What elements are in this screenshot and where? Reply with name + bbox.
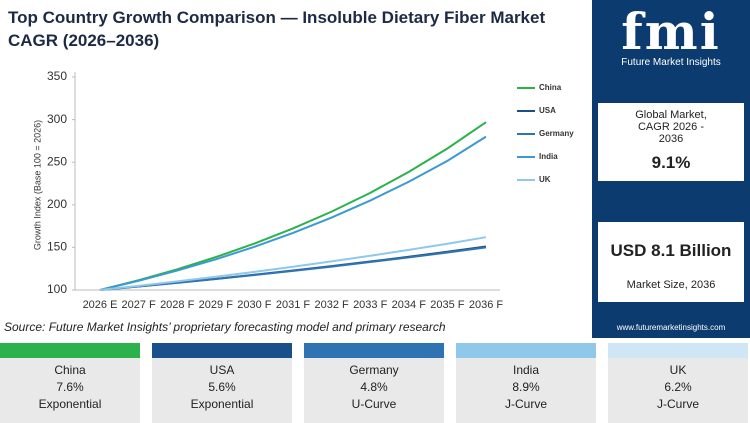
source: Source: Future Market Insights’ propriet… [4,320,446,334]
card-body: USA 5.6% Exponential [152,358,292,423]
card-name: USA [209,363,235,377]
card-name: Germany [349,363,399,377]
y-tick-label: 350 [47,69,67,83]
card-bar [304,343,444,358]
card-cagr: 4.8% [360,380,388,394]
card-body: Germany 4.8% U-Curve [304,358,444,423]
x-tick-label: 2033 F [353,299,388,311]
size-value: USD 8.1 Billion [610,241,732,260]
url: www.futuremarketinsights.com [616,323,726,332]
card: China 7.6% Exponential [0,343,140,423]
cards: China 7.6% Exponential USA 5.6% Exponential Ge… [0,343,750,423]
card-body: UK 6.2% J-Curve [608,358,748,423]
x-tick-label: 2030 F [237,299,272,311]
card-curve: Exponential [38,397,102,411]
logo: fmi [621,2,721,61]
card-curve: J-Curve [504,397,547,411]
card: USA 5.6% Exponential [152,343,292,423]
legend-label: India [539,152,558,161]
card: UK 6.2% J-Curve [608,343,748,423]
x-tick-label: 2028 F [160,299,195,311]
cagr-value: 9.1% [651,153,691,172]
x-tick-label: 2034 F [392,299,427,311]
legend-label: USA [539,106,556,115]
x-tick-label: 2029 F [199,299,234,311]
legend-label: UK [539,175,551,184]
series-line [99,135,487,291]
cagr-box: Global Market, CAGR 2026 - 2036 9.1% [598,103,744,181]
card-bar [0,343,140,358]
y-tick-label: 300 [47,112,67,126]
cagr-label: Global Market, CAGR 2026 - 2036 [635,109,707,145]
chart: 100 150 200 250 300 350 2026 E 2027 F 2028 F 2029… [32,69,574,311]
x-tick-label: 2027 F [121,299,156,311]
side-panel: fmi Future Market Insights Global Market… [592,0,750,338]
y-tick-label: 150 [47,240,67,254]
y-tick-label: 200 [47,197,67,211]
size-box: USD 8.1 Billion Market Size, 2036 [598,222,744,302]
card-bar [456,343,596,358]
card-curve: U-Curve [351,397,397,411]
card-cagr: 6.2% [664,380,692,394]
series-line [99,246,487,291]
x-tick-label: 2032 F [314,299,349,311]
card-curve: J-Curve [656,397,699,411]
card-body: China 7.6% Exponential [0,358,140,423]
card-name: UK [669,363,687,377]
card-name: China [54,363,86,377]
card: Germany 4.8% U-Curve [304,343,444,423]
y-tick-label: 100 [47,282,67,296]
card-cagr: 8.9% [512,380,540,394]
card-name: India [512,363,540,377]
y-tick-label: 250 [47,154,67,168]
card-cagr: 7.6% [56,380,84,394]
card-bar [608,343,748,358]
series-line [99,236,487,291]
chart-title: Top Country Growth Comparison — Insolubl… [8,8,546,50]
brand: Future Market Insights [621,57,721,68]
card-bar [152,343,292,358]
y-axis-label: Growth Index (Base 100 = 2026) [32,120,42,250]
size-label: Market Size, 2036 [626,279,716,291]
x-tick-label: 2031 F [276,299,311,311]
x-tick-label: 2036 F [469,299,504,311]
x-tick-label: 2035 F [430,299,465,311]
card: India 8.9% J-Curve [456,343,596,423]
card-cagr: 5.6% [208,380,236,394]
legend-label: China [539,83,562,92]
x-tick-label: 2026 E [83,299,118,311]
card-body: India 8.9% J-Curve [456,358,596,423]
series-line [99,121,487,291]
legend-label: Germany [539,129,574,138]
card-curve: Exponential [190,397,254,411]
